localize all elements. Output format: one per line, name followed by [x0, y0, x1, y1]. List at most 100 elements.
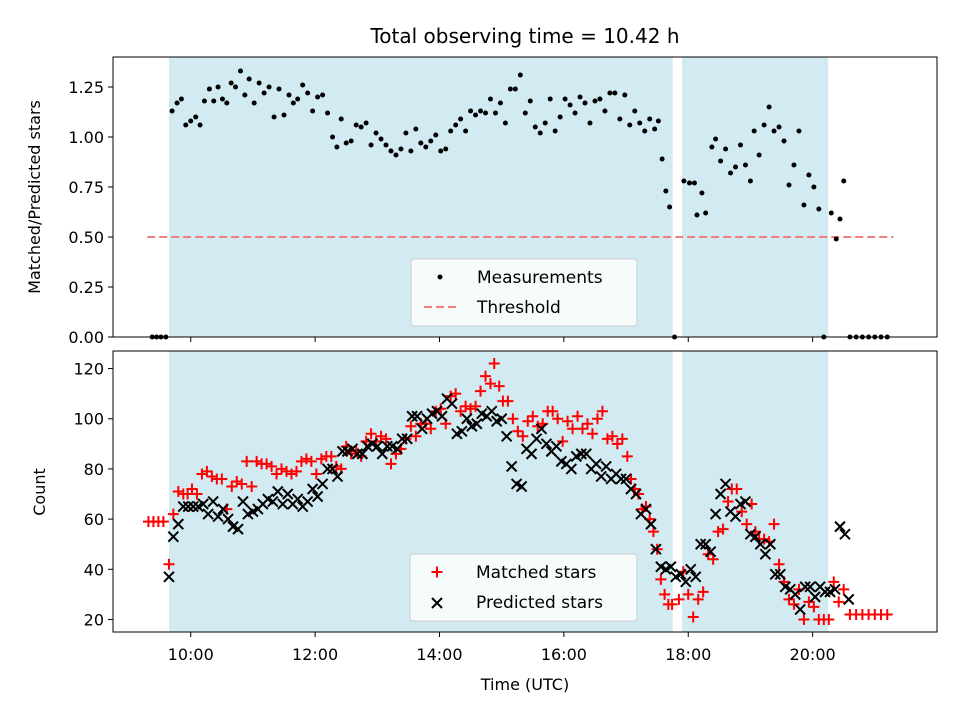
predicted-star-point [282, 488, 294, 500]
count-points [142, 358, 893, 625]
measurement-point [806, 172, 812, 178]
matched-star-point [567, 423, 579, 435]
measurement-point [622, 92, 628, 98]
predicted-star-point [804, 581, 816, 593]
matched-star-point [246, 480, 258, 492]
measurement-point [251, 100, 257, 106]
legend: Matched stars Predicted stars [409, 553, 638, 622]
predicted-star-point [172, 518, 185, 530]
measurement-point [728, 170, 734, 176]
matched-star-point [191, 488, 203, 500]
predicted-star-point [321, 463, 334, 475]
x-tick-label: 16:00 [541, 645, 587, 664]
measurement-point [174, 100, 180, 106]
matched-star-point [687, 611, 699, 623]
matched-star-point [833, 596, 845, 608]
predicted-star-point [694, 538, 707, 550]
measurement-point [201, 98, 207, 104]
measurement-point [607, 90, 613, 96]
measurement-point [632, 108, 638, 114]
x-tick-label: 10:00 [168, 645, 214, 664]
measurement-point [224, 100, 230, 106]
measurement-point [582, 100, 588, 106]
measurement-point [766, 104, 772, 110]
matched-star-point [673, 593, 685, 605]
matched-star-point [410, 430, 422, 442]
predicted-star-point [789, 588, 801, 601]
measurement-point [612, 90, 618, 96]
matched-star-point [606, 430, 618, 442]
matched-star-point [823, 613, 835, 625]
predicted-star-point [600, 460, 612, 473]
predicted-star-point [690, 571, 702, 583]
measurement-point [637, 120, 643, 126]
predicted-star-point [471, 418, 483, 430]
predicted-star-point [237, 495, 249, 508]
legend-marker-predicted [431, 597, 443, 609]
predicted-star-point [525, 448, 538, 460]
measurement-point [512, 86, 518, 92]
measurement-point [330, 134, 336, 140]
measurement-point [517, 72, 523, 78]
matched-star-point [808, 601, 820, 613]
measurement-point [443, 146, 449, 152]
predicted-star-point [486, 405, 498, 417]
predicted-star-point [615, 473, 627, 485]
measurement-point [343, 140, 349, 146]
measurement-point [368, 142, 374, 148]
matched-star-point [547, 405, 559, 417]
matched-star-point [731, 483, 743, 495]
matched-star-point [236, 478, 248, 490]
measurement-point [492, 110, 498, 116]
measurement-point [473, 112, 479, 118]
predicted-star-point [839, 528, 851, 540]
measurement-point [433, 132, 439, 138]
observing-window [682, 57, 829, 337]
measurement-point [353, 122, 359, 128]
measurement-point [448, 128, 454, 134]
measurement-point [572, 110, 578, 116]
legend-label-measurements: Measurements [477, 268, 603, 288]
measurement-point [681, 178, 687, 184]
predicted-star-point [709, 508, 722, 520]
measurement-point [423, 144, 429, 150]
predicted-star-point [163, 571, 175, 583]
matched-star-point [507, 413, 519, 425]
measurement-point [747, 178, 753, 184]
measurement-point [348, 138, 354, 144]
predicted-star-point [515, 480, 528, 493]
predicted-star-point [381, 440, 393, 453]
measurement-point [242, 92, 248, 98]
matched-star-point [231, 475, 243, 487]
measurement-point [305, 90, 311, 96]
matched-star-point [167, 508, 179, 520]
predicted-star-point [819, 586, 831, 598]
measurement-point [358, 124, 364, 130]
measurement-point [791, 162, 797, 168]
predicted-star-point [834, 520, 846, 533]
measurement-point [458, 116, 464, 122]
measurement-point [188, 118, 194, 124]
measurement-point [413, 126, 419, 132]
measurement-point [228, 80, 234, 86]
measurement-point [587, 120, 593, 126]
predicted-star-point [719, 478, 732, 490]
x-tick-label: 14:00 [416, 645, 462, 664]
y-tick-label: 0.75 [68, 178, 104, 197]
predicted-star-point [376, 448, 388, 460]
y-tick-label: 0.00 [68, 328, 104, 347]
legend-label-threshold: Threshold [476, 298, 561, 318]
y-axis-ticks: 0.00 0.25 0.50 0.75 1.00 1.25 [68, 78, 113, 347]
measurement-point [537, 130, 543, 136]
predicted-star-point [665, 561, 677, 573]
matched-star-point [692, 593, 704, 605]
predicted-star-point [729, 510, 742, 523]
matched-star-point [475, 385, 487, 397]
measurement-point [577, 94, 583, 100]
y-tick-label: 1.00 [68, 128, 104, 147]
predicted-star-point [411, 410, 423, 422]
predicted-star-point [769, 568, 782, 581]
measurement-point [751, 128, 757, 134]
measurement-point [811, 184, 817, 190]
measurement-point [315, 94, 321, 100]
